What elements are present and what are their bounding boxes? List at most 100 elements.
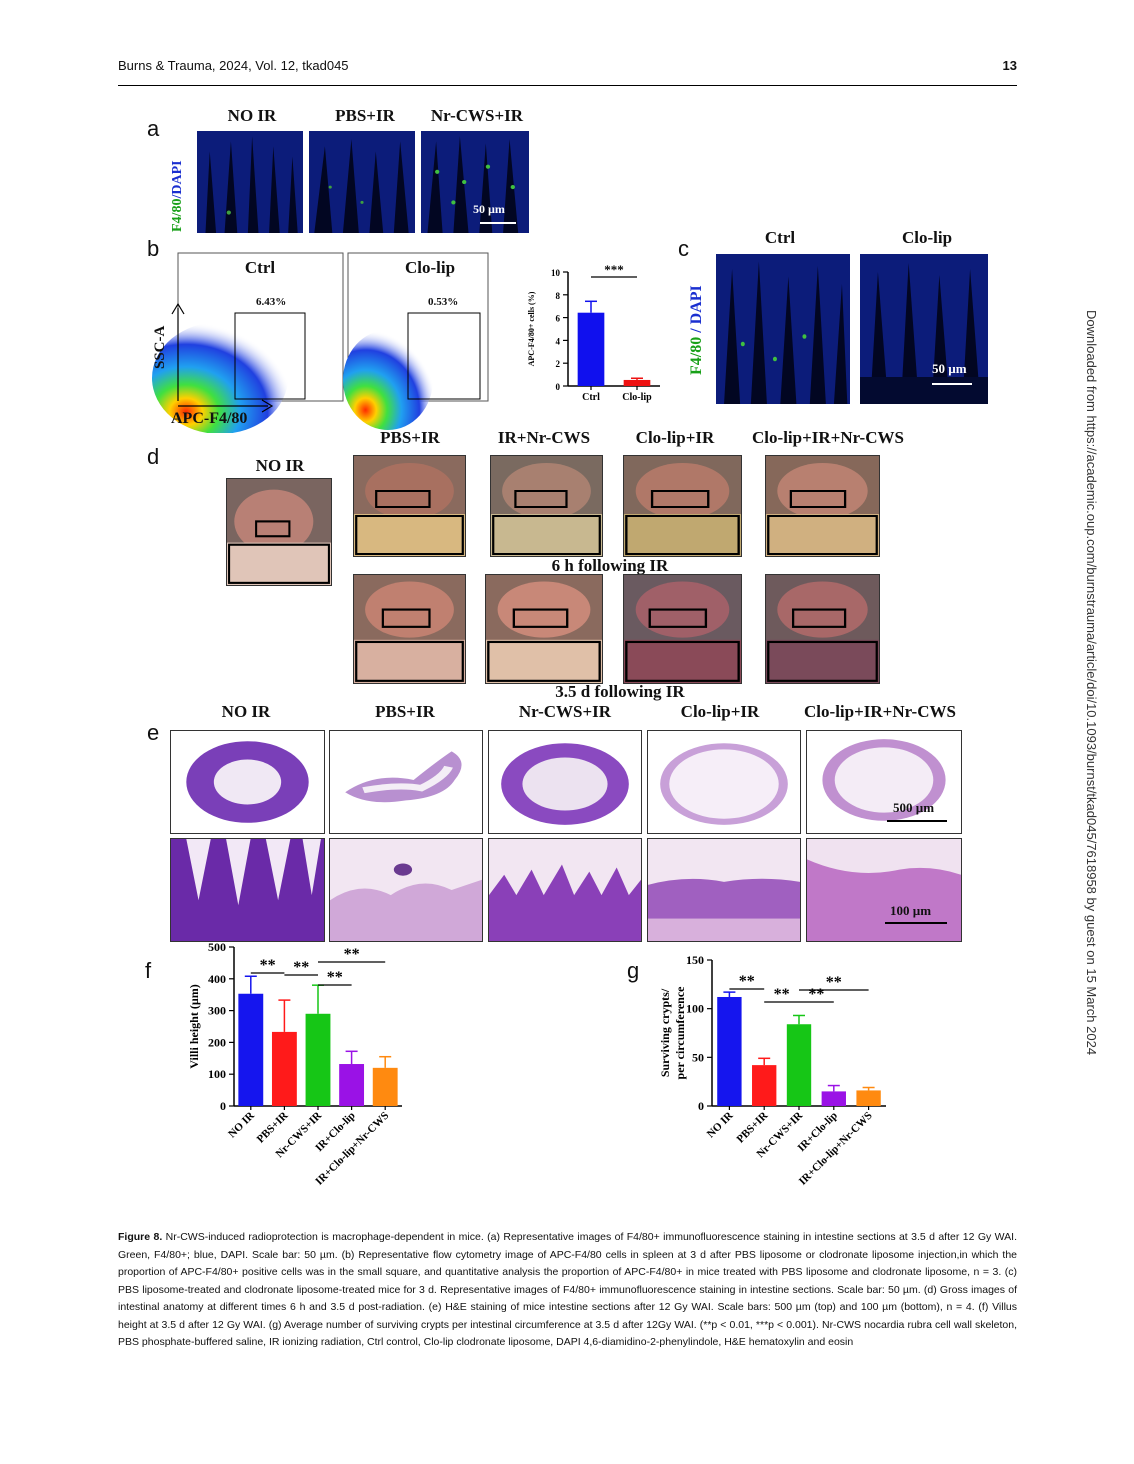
he-top-clolip-nrcws — [806, 730, 962, 834]
figure-caption-label: Figure 8. — [118, 1231, 163, 1243]
y-tick-label: 2 — [556, 359, 561, 369]
flow-xlabel: APC-F4/80 — [171, 410, 248, 427]
x-tick-label: Clo-lip — [622, 392, 652, 403]
panel-a-letter: a — [147, 116, 160, 141]
running-header: Burns & Trauma, 2024, Vol. 12, tkad045 — [118, 58, 349, 73]
download-note: Downloaded from https://academic.oup.com… — [1084, 310, 1107, 1160]
flow-cytometry-plots — [152, 252, 489, 433]
if-image-noir — [197, 131, 303, 233]
panel-e-label-3: Nr-CWS+IR — [518, 702, 612, 721]
flow-title-clolip: Clo-lip — [404, 258, 456, 277]
bar — [339, 1064, 365, 1106]
panel-c-label-1: Ctrl — [764, 228, 796, 247]
panel-e-scale-top-label: 500 µm — [893, 800, 935, 815]
y-tick-label: 8 — [556, 291, 561, 301]
he-top-clolip — [647, 730, 801, 834]
bar — [238, 993, 264, 1106]
panel-d-letter: d — [147, 444, 160, 469]
significance-label: ** — [774, 986, 790, 1003]
flow-pct-ctrl: 6.43% — [256, 296, 287, 308]
panel-a-ylabel: F4/80/DAPI — [170, 124, 192, 232]
significance-label: ** — [808, 986, 824, 1003]
figure-caption: Figure 8. Nr-CWS-induced radioprotection… — [118, 1229, 1017, 1352]
gross-photo-3d-clolip-nrcws — [765, 574, 880, 684]
significance-label: ** — [293, 959, 309, 976]
gross-photo-3d-pbs — [353, 574, 466, 684]
y-axis-label-text: APC-F4/80+ cells (%) — [527, 291, 536, 366]
bar — [821, 1091, 846, 1106]
flow-plot-clolip — [343, 252, 489, 430]
he-top-noir — [170, 730, 325, 834]
y-axis-label-line-2: per circumference — [673, 986, 687, 1080]
gross-photo-6h-pbs — [353, 455, 466, 557]
y-tick-label: 0 — [698, 1099, 704, 1113]
y-tick-label: 500 — [208, 940, 226, 954]
panel-c-label-2: Clo-lip — [901, 228, 953, 247]
panel-d-noir-label: NO IR — [255, 456, 305, 475]
panel-e-scale-top-bar — [887, 820, 947, 822]
y-tick-label: 300 — [208, 1004, 226, 1018]
panel-f-letter: f — [145, 958, 152, 983]
chart-macrophage-depletion: 0 2 4 6 8 10 APC-F4/80+ cells (%) Ctrl Clo-lip **… — [527, 262, 660, 403]
panel-e-scale-bottom-label: 100 µm — [890, 903, 932, 918]
y-axis-label-text: Villi height (µm) — [187, 984, 201, 1068]
y-tick-label: 200 — [208, 1035, 226, 1049]
panel-e-label-1: NO IR — [221, 702, 271, 721]
panel-e-label-2: PBS+IR — [375, 702, 435, 721]
flow-plot-ctrl — [152, 252, 344, 433]
gross-photo-3d-clolip — [623, 574, 742, 684]
he-top-nrcws — [488, 730, 642, 834]
panel-a-label-2: PBS+IR — [335, 106, 395, 125]
x-tick-label: Ctrl — [582, 392, 600, 403]
he-bottom-clolip — [647, 838, 801, 942]
significance-label: ** — [260, 957, 276, 974]
flow-pct-clolip: 0.53% — [428, 296, 459, 308]
y-axis-label: APC-F4/80+ cells (%) — [527, 291, 536, 366]
y-tick-label: 400 — [208, 972, 226, 986]
bar — [717, 996, 742, 1106]
bar — [372, 1067, 398, 1106]
bar — [623, 379, 651, 386]
panel-c-scale-bar — [932, 383, 972, 385]
he-top-pbs — [329, 730, 483, 834]
y-tick-label: 100 — [208, 1067, 226, 1081]
panel-c-ylabel: F4/80 / DAPI — [688, 285, 705, 375]
significance-label: ** — [327, 969, 343, 986]
flow-title-ctrl: Ctrl — [244, 258, 276, 277]
panel-e-letter: e — [147, 720, 160, 745]
panel-d-row1-label: 6 h following IR — [551, 556, 669, 575]
panel-d-label-2: IR+Nr-CWS — [497, 428, 591, 447]
y-axis-label: Villi height (µm) — [187, 984, 201, 1068]
significance-label: ** — [739, 973, 755, 990]
chart-surviving-crypts: 0 50 100 150 Surviving crypts/per circumfere… — [658, 953, 886, 1188]
bar — [856, 1090, 881, 1106]
flow-ylabel: SSC-A — [152, 325, 168, 369]
significance-label: ** — [826, 974, 842, 991]
y-axis-label-line-1: Surviving crypts/ — [658, 988, 672, 1077]
if-image-pbs-ir — [309, 131, 415, 233]
panel-d-label-3: Clo-lip+IR — [635, 428, 715, 447]
y-tick-label: 50 — [692, 1050, 704, 1064]
bar — [752, 1065, 777, 1106]
header-rule — [118, 85, 1017, 86]
panel-b-letter: b — [147, 236, 160, 261]
figure-caption-text: Nr-CWS-induced radioprotection is macrop… — [118, 1231, 1017, 1348]
panel-g-letter: g — [627, 958, 640, 983]
panel-a-scale-bar — [480, 222, 516, 224]
bar — [577, 312, 605, 386]
he-bottom-nrcws — [488, 838, 642, 942]
panel-a-label-3: Nr-CWS+IR — [430, 106, 524, 125]
panel-d-row2-label: 3.5 d following IR — [555, 682, 685, 701]
panel-a-scale-label: 50 µm — [473, 202, 505, 216]
he-bottom-noir — [170, 838, 325, 942]
panel-d-label-1: PBS+IR — [380, 428, 440, 447]
bar — [271, 1031, 297, 1106]
y-tick-label: 0 — [220, 1099, 226, 1113]
panel-e-label-5: Clo-lip+IR+Nr-CWS — [804, 702, 956, 721]
y-axis-label: Surviving crypts/per circumference — [658, 986, 687, 1080]
download-note-text: Downloaded from https://academic.oup.com… — [1084, 310, 1099, 1056]
if-image-nrcws-ir — [421, 131, 529, 233]
panel-c-letter: c — [678, 236, 689, 261]
significance-label: ** — [344, 946, 360, 963]
